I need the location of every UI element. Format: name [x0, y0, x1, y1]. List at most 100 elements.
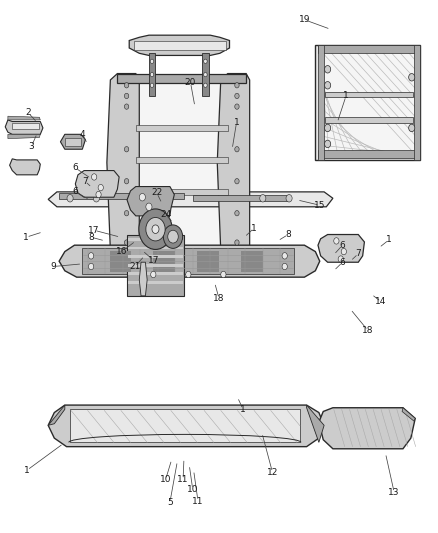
Circle shape: [341, 248, 346, 255]
Circle shape: [88, 263, 94, 270]
Text: 12: 12: [267, 468, 278, 477]
Polygon shape: [59, 245, 320, 277]
Text: 24: 24: [160, 210, 171, 219]
Polygon shape: [48, 405, 324, 447]
Polygon shape: [129, 35, 230, 55]
Polygon shape: [8, 134, 40, 139]
Text: 5: 5: [167, 498, 173, 506]
Text: 21: 21: [129, 262, 141, 271]
Polygon shape: [127, 235, 184, 296]
Polygon shape: [59, 193, 184, 199]
Text: 6: 6: [72, 188, 78, 196]
Circle shape: [204, 83, 207, 87]
Circle shape: [124, 147, 129, 152]
Polygon shape: [136, 77, 228, 251]
Polygon shape: [10, 159, 40, 175]
Circle shape: [139, 193, 145, 201]
Polygon shape: [197, 251, 219, 272]
Text: 16: 16: [116, 247, 127, 256]
Circle shape: [150, 72, 154, 77]
Circle shape: [92, 174, 97, 180]
Circle shape: [325, 140, 331, 148]
Circle shape: [409, 74, 415, 81]
Text: 1: 1: [233, 118, 240, 127]
Text: 6: 6: [339, 258, 346, 266]
Text: 8: 8: [285, 230, 291, 239]
Polygon shape: [117, 248, 246, 257]
Polygon shape: [60, 134, 85, 149]
Circle shape: [168, 230, 178, 243]
Text: 7: 7: [82, 177, 88, 185]
Text: 7: 7: [355, 249, 361, 258]
Text: 3: 3: [28, 142, 35, 150]
Circle shape: [67, 195, 73, 202]
Text: 1: 1: [251, 224, 257, 232]
Text: 1: 1: [24, 466, 30, 474]
Polygon shape: [217, 74, 250, 257]
Polygon shape: [128, 255, 183, 258]
Text: 6: 6: [339, 241, 346, 249]
Polygon shape: [128, 272, 183, 275]
Circle shape: [204, 72, 207, 77]
Circle shape: [235, 93, 239, 99]
Polygon shape: [414, 45, 420, 160]
Circle shape: [98, 184, 103, 191]
Circle shape: [93, 195, 99, 202]
Circle shape: [151, 271, 156, 278]
Polygon shape: [318, 235, 364, 262]
Text: 18: 18: [213, 294, 225, 303]
Polygon shape: [65, 138, 81, 146]
Polygon shape: [318, 45, 418, 53]
Text: 18: 18: [362, 326, 374, 335]
Circle shape: [163, 225, 183, 248]
Polygon shape: [75, 171, 119, 197]
Polygon shape: [318, 150, 418, 158]
Polygon shape: [325, 92, 413, 97]
Circle shape: [282, 253, 287, 259]
Circle shape: [409, 124, 415, 132]
Text: 4: 4: [80, 130, 85, 139]
Polygon shape: [139, 262, 147, 296]
Polygon shape: [48, 192, 333, 207]
Polygon shape: [5, 120, 43, 134]
Polygon shape: [12, 123, 39, 129]
Circle shape: [204, 59, 207, 63]
Circle shape: [235, 147, 239, 152]
Polygon shape: [315, 45, 420, 160]
Polygon shape: [136, 189, 228, 195]
Circle shape: [260, 195, 266, 202]
Polygon shape: [136, 157, 228, 163]
Circle shape: [325, 124, 331, 132]
Circle shape: [334, 238, 339, 244]
Polygon shape: [48, 405, 65, 425]
Text: 9: 9: [50, 262, 57, 271]
Circle shape: [152, 225, 159, 233]
Polygon shape: [8, 116, 40, 120]
Polygon shape: [153, 251, 175, 272]
Polygon shape: [202, 53, 209, 96]
Text: 1: 1: [386, 236, 392, 244]
Polygon shape: [321, 51, 415, 155]
Polygon shape: [134, 41, 226, 50]
Text: 11: 11: [177, 475, 189, 484]
Text: 8: 8: [88, 233, 94, 241]
Circle shape: [146, 217, 165, 241]
Circle shape: [124, 240, 129, 245]
Polygon shape: [307, 405, 324, 442]
Text: 19: 19: [299, 15, 310, 24]
Polygon shape: [193, 195, 289, 201]
Polygon shape: [82, 248, 294, 274]
Circle shape: [124, 211, 129, 216]
Polygon shape: [128, 238, 183, 241]
Text: 10: 10: [187, 485, 198, 494]
Circle shape: [124, 104, 129, 109]
Circle shape: [221, 271, 226, 278]
Polygon shape: [70, 409, 300, 442]
Circle shape: [150, 59, 154, 63]
Polygon shape: [318, 45, 324, 160]
Circle shape: [139, 209, 172, 249]
Circle shape: [235, 179, 239, 184]
Polygon shape: [136, 125, 228, 131]
Text: 15: 15: [314, 201, 325, 209]
Polygon shape: [241, 251, 263, 272]
